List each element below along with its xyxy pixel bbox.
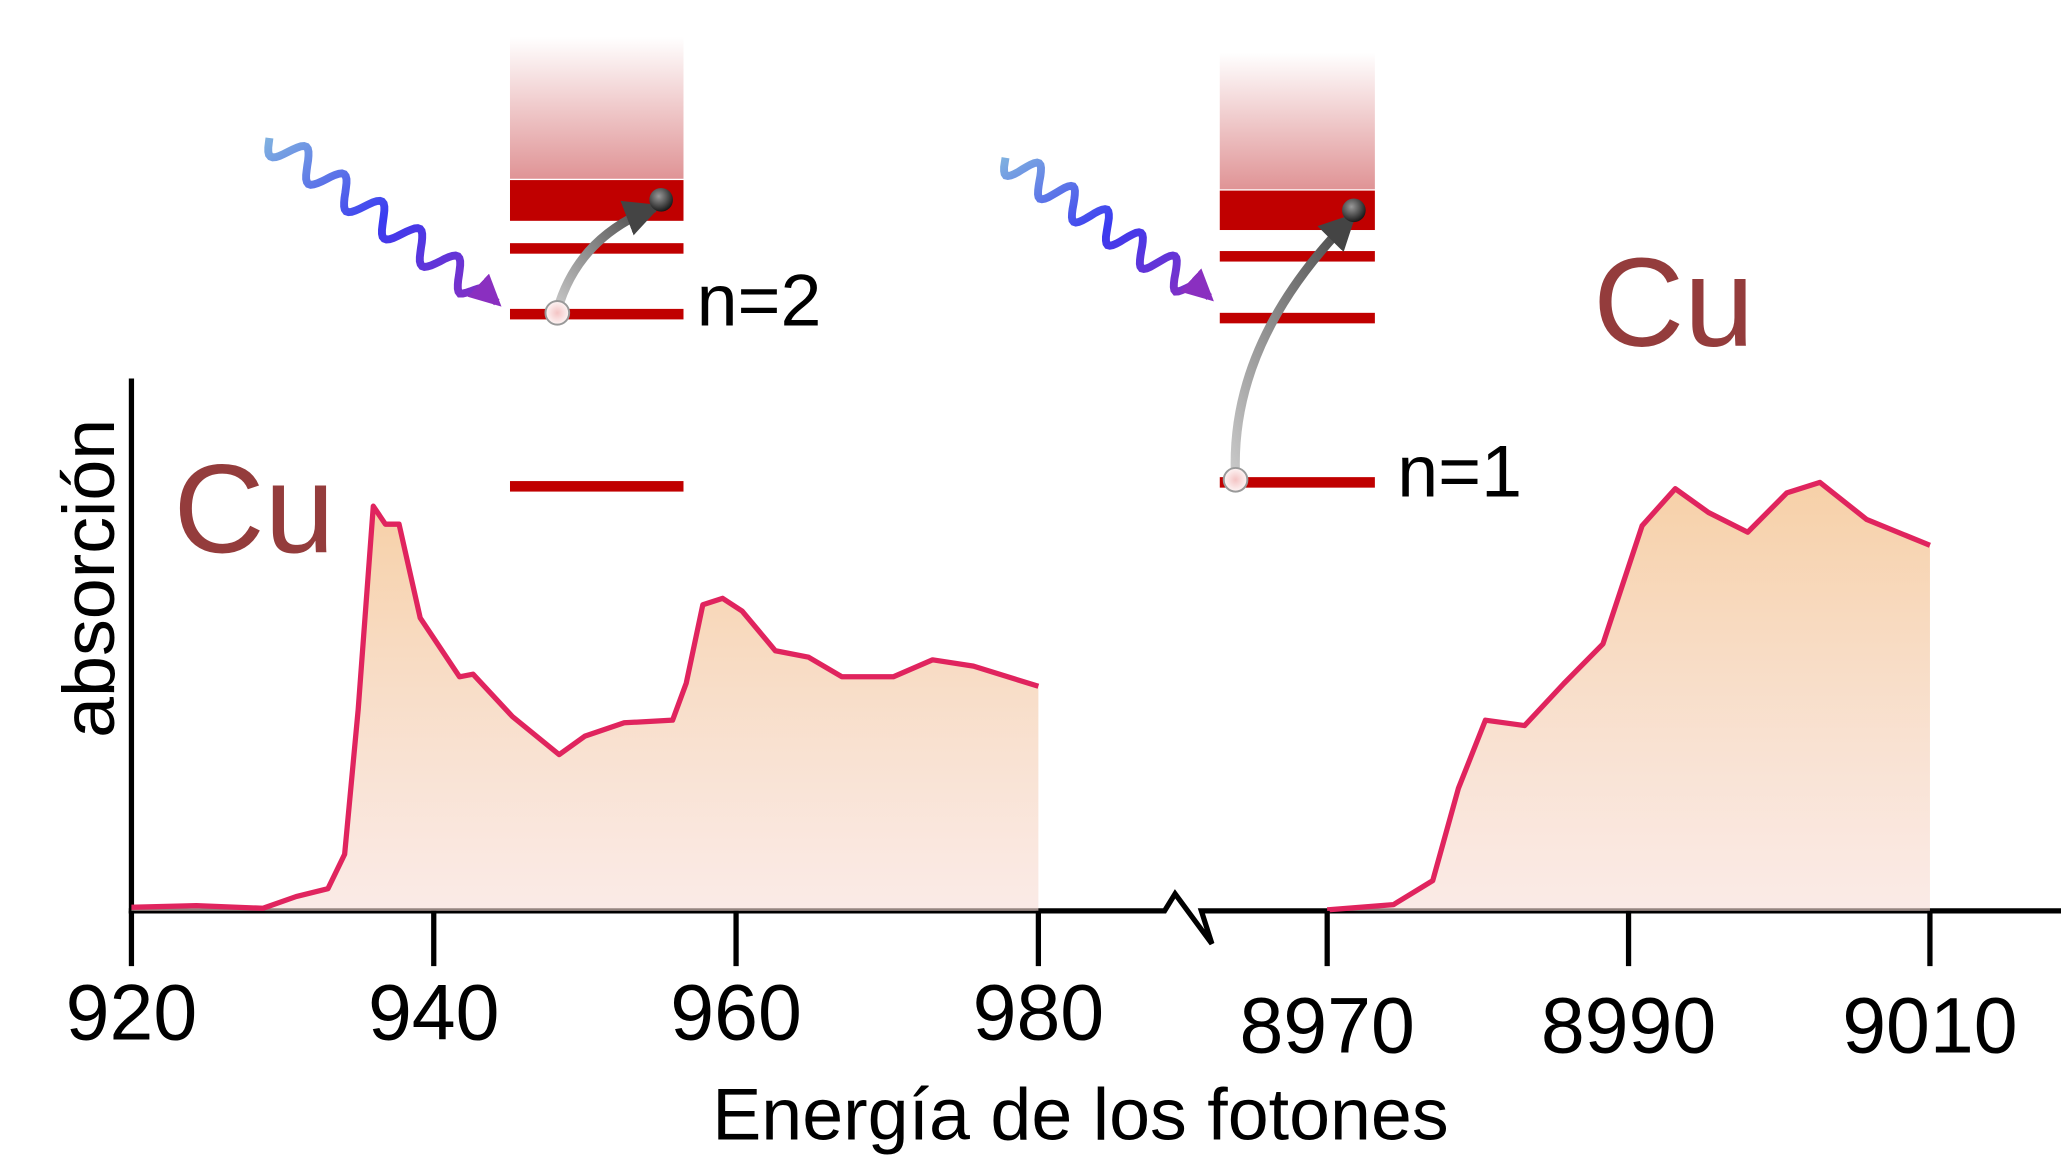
- element-label: Cu: [174, 439, 335, 580]
- continuum-band: [510, 37, 684, 179]
- continuum-band: [1220, 53, 1375, 190]
- level-label: n=2: [697, 259, 822, 342]
- x-axis-title: Energía de los fotones: [712, 1072, 1448, 1155]
- page: {"chart_data": [ {"type": "area", "ylabe…: [0, 0, 2061, 1158]
- transition-arrow: [557, 208, 654, 311]
- electron-excited: [649, 188, 673, 212]
- x-tick-label: 980: [973, 968, 1105, 1056]
- level: [510, 309, 684, 320]
- level: [510, 481, 684, 492]
- x-tick-label: 9010: [1842, 982, 2017, 1070]
- x-tick-label: 8990: [1541, 982, 1716, 1070]
- level: [1220, 313, 1375, 324]
- level: [1220, 251, 1375, 262]
- photon: [268, 138, 497, 302]
- area-fill: [1327, 482, 1930, 910]
- x-tick-label: 960: [670, 968, 802, 1056]
- figure: absorción Energía de los fotones Cu n=2 …: [0, 0, 2061, 1158]
- photon: [1004, 158, 1209, 297]
- electron-initial: [1224, 468, 1248, 492]
- electron-initial: [545, 301, 569, 325]
- x-tick-label: 940: [368, 968, 500, 1056]
- x-tick-label: 8970: [1239, 982, 1414, 1070]
- x-tick-label: 920: [66, 968, 198, 1056]
- element-label: Cu: [1593, 232, 1754, 373]
- level-label: n=1: [1397, 430, 1522, 513]
- y-axis-title: absorción: [47, 419, 130, 738]
- energy-level-diagrams: [268, 37, 1375, 492]
- electron-excited: [1342, 198, 1366, 222]
